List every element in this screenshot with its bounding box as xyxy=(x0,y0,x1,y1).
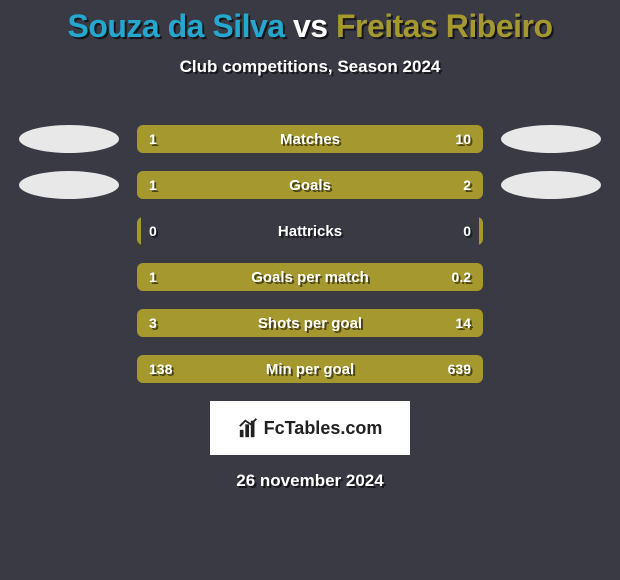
right-spacer xyxy=(501,355,601,383)
right-spacer xyxy=(501,263,601,291)
page-title: Souza da Silva vs Freitas Ribeiro xyxy=(0,0,620,45)
left-spacer xyxy=(19,263,119,291)
left-ellipse xyxy=(19,171,119,199)
right-ellipse xyxy=(501,171,601,199)
stat-bar: 00Hattricks xyxy=(137,217,483,245)
stat-label: Matches xyxy=(137,125,483,153)
stat-bar: 314Shots per goal xyxy=(137,309,483,337)
date-text: 26 november 2024 xyxy=(0,471,620,491)
stat-row: 12Goals xyxy=(0,171,620,199)
stat-bar: 12Goals xyxy=(137,171,483,199)
logo-text: FcTables.com xyxy=(264,418,383,439)
title-left: Souza da Silva xyxy=(67,8,284,44)
left-ellipse xyxy=(19,125,119,153)
title-right: Freitas Ribeiro xyxy=(336,8,553,44)
logo-box: FcTables.com xyxy=(210,401,410,455)
stat-row: 00Hattricks xyxy=(0,217,620,245)
stat-label: Goals xyxy=(137,171,483,199)
comparison-infographic: Souza da Silva vs Freitas Ribeiro Club c… xyxy=(0,0,620,491)
stat-label: Hattricks xyxy=(137,217,483,245)
stat-bar: 110Matches xyxy=(137,125,483,153)
title-vs: vs xyxy=(293,8,328,44)
stat-label: Shots per goal xyxy=(137,309,483,337)
stat-bar: 10.2Goals per match xyxy=(137,263,483,291)
left-spacer xyxy=(19,217,119,245)
stat-label: Min per goal xyxy=(137,355,483,383)
stat-label: Goals per match xyxy=(137,263,483,291)
stat-row: 138639Min per goal xyxy=(0,355,620,383)
left-spacer xyxy=(19,309,119,337)
stat-bar: 138639Min per goal xyxy=(137,355,483,383)
right-ellipse xyxy=(501,125,601,153)
stat-row: 10.2Goals per match xyxy=(0,263,620,291)
left-spacer xyxy=(19,355,119,383)
bar-chart-icon xyxy=(238,417,260,439)
stats-rows: 110Matches 12Goals 00Hattricks 10.2Goals pe… xyxy=(0,125,620,383)
stat-row: 314Shots per goal xyxy=(0,309,620,337)
stat-row: 110Matches xyxy=(0,125,620,153)
subtitle: Club competitions, Season 2024 xyxy=(0,57,620,77)
right-spacer xyxy=(501,217,601,245)
right-spacer xyxy=(501,309,601,337)
